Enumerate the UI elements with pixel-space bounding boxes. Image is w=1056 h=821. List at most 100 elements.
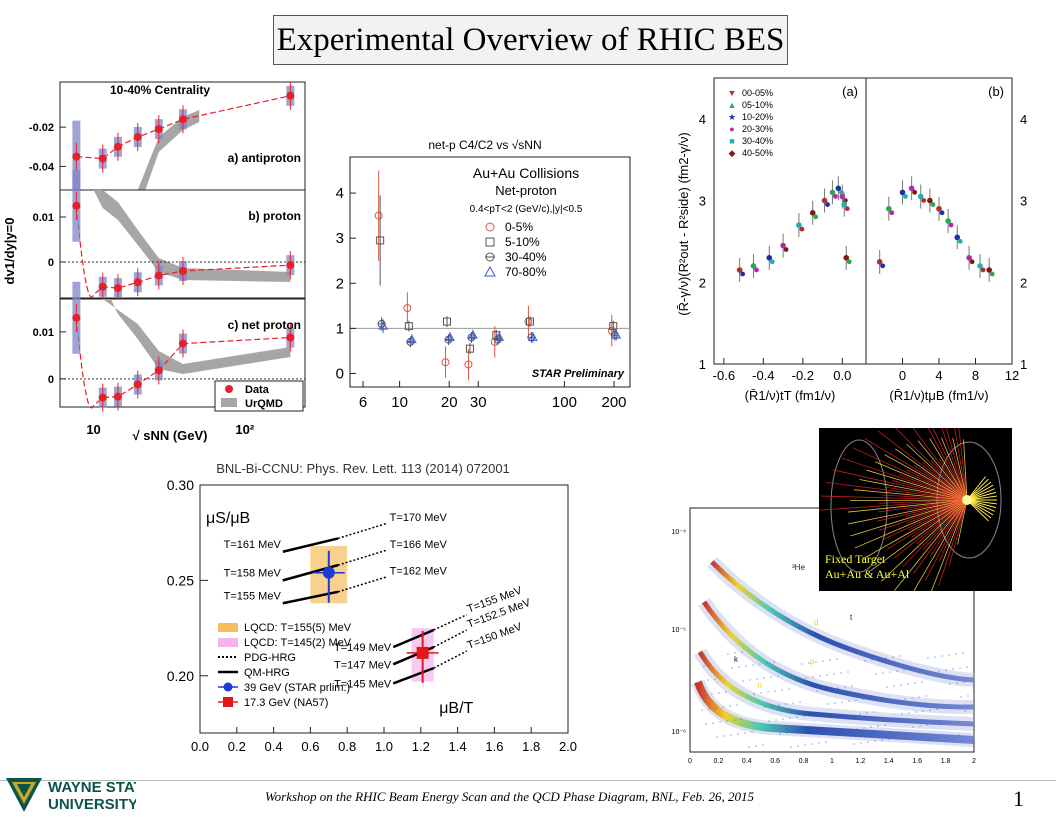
noise-dot (716, 736, 718, 738)
noise-dot (719, 721, 721, 723)
data-point (286, 91, 295, 100)
data-point (813, 214, 819, 220)
data-point (839, 193, 846, 200)
slide-title-box: Experimental Overview of RHIC BES (273, 15, 788, 65)
noise-dot (859, 713, 861, 715)
data-point (843, 254, 850, 261)
noise-dot (800, 730, 802, 732)
data-point (736, 267, 743, 273)
y-tick-label-right: 3 (1020, 194, 1027, 209)
legend-label: LQCD: T=145(2) MeV (244, 637, 352, 649)
x-tick-label: -0.2 (792, 368, 814, 383)
point-5-10 (443, 317, 452, 326)
noise-dot (737, 733, 739, 735)
particle-track (841, 457, 968, 501)
particle-track (911, 499, 968, 538)
x-tick-label: 10 (391, 394, 408, 411)
noise-dot (945, 669, 947, 671)
particle-track (908, 499, 968, 600)
noise-dot (860, 742, 862, 744)
x-tick-label: 0.2 (228, 739, 246, 754)
noise-dot (840, 672, 842, 674)
data-point (886, 205, 892, 212)
noise-dot (770, 676, 772, 678)
particle-track (914, 465, 968, 501)
noise-dot (963, 681, 965, 683)
noise-dot (914, 682, 916, 684)
particle-track (886, 486, 968, 501)
x-tick-label: 100 (552, 394, 577, 411)
noise-dot (766, 662, 768, 664)
noise-dot (774, 690, 776, 692)
particle-track (895, 448, 968, 501)
data-point (766, 254, 773, 261)
noise-dot (748, 746, 750, 748)
noise-dot (803, 715, 805, 717)
y-tick-label: 2 (336, 275, 344, 292)
noise-dot (762, 744, 764, 746)
noise-dot (742, 680, 744, 682)
particle-track (848, 499, 968, 525)
qm-hrg-line (282, 537, 339, 553)
particle-track (892, 480, 968, 501)
noise-dot (908, 712, 910, 714)
point-5-10 (376, 236, 385, 245)
v1-title: 10-40% Centrality (110, 83, 210, 97)
noise-dot (958, 734, 960, 736)
particle-track (906, 469, 968, 501)
noise-dot (718, 692, 720, 694)
noise-dot (903, 669, 905, 671)
noise-dot (725, 691, 727, 693)
noise-dot (818, 742, 820, 744)
particle-track (879, 499, 968, 504)
v1-slope-svg: dv1/dy|y=0 -0.04 -0.02 a) antiproton 0.01 0 b)… (2, 81, 306, 443)
noise-dot (959, 667, 961, 669)
particle-track (894, 499, 968, 559)
noise-dot (829, 659, 831, 661)
noise-dot (886, 686, 888, 688)
noise-dot (767, 691, 769, 693)
noise-dot (842, 730, 844, 732)
particle-track (922, 462, 968, 501)
noise-dot (705, 723, 707, 725)
noise-dot (814, 728, 816, 730)
y-tick-label-right: 4 (1020, 112, 1027, 127)
point-0-5 (441, 358, 450, 367)
particle-track (938, 499, 968, 587)
noise-dot (764, 706, 766, 708)
x-tick-label: -0.6 (713, 368, 735, 383)
data-point (986, 267, 992, 273)
x-tick-label: 1.4 (884, 758, 894, 765)
noise-dot (940, 722, 942, 724)
x-tick-label: -0.4 (752, 368, 774, 383)
noise-dot (701, 709, 703, 711)
particle-track (818, 499, 968, 511)
y-tick-label-right: 2 (1020, 275, 1027, 290)
point-5-10 (609, 322, 618, 331)
noise-dot (779, 733, 781, 735)
noise-dot (849, 729, 851, 731)
noise-dot (744, 732, 746, 734)
noise-dot (805, 677, 807, 679)
data-point (825, 202, 830, 207)
data-point (286, 333, 295, 342)
particle-track (821, 495, 968, 501)
noise-dot (964, 710, 966, 712)
legend-marker: ▲ (728, 100, 737, 110)
particle-track (952, 415, 968, 501)
qm-hrg-line (392, 666, 435, 685)
y-tick-label: -0.04 (29, 161, 55, 173)
noise-dot (823, 689, 825, 691)
y-tick-label: 0.01 (33, 327, 54, 339)
noise-dot (763, 677, 765, 679)
logo-mark: WAYNE STATE UNIVERSITY (6, 778, 153, 813)
legend-marker (223, 682, 233, 692)
data-point (829, 189, 836, 196)
point-5-10 (465, 344, 474, 353)
particle-track (877, 499, 968, 522)
data-point (799, 226, 805, 232)
point-70-80 (378, 321, 389, 330)
x-tick-label: 12 (1005, 368, 1019, 383)
particle-track (825, 482, 968, 501)
noise-dot (699, 651, 701, 653)
